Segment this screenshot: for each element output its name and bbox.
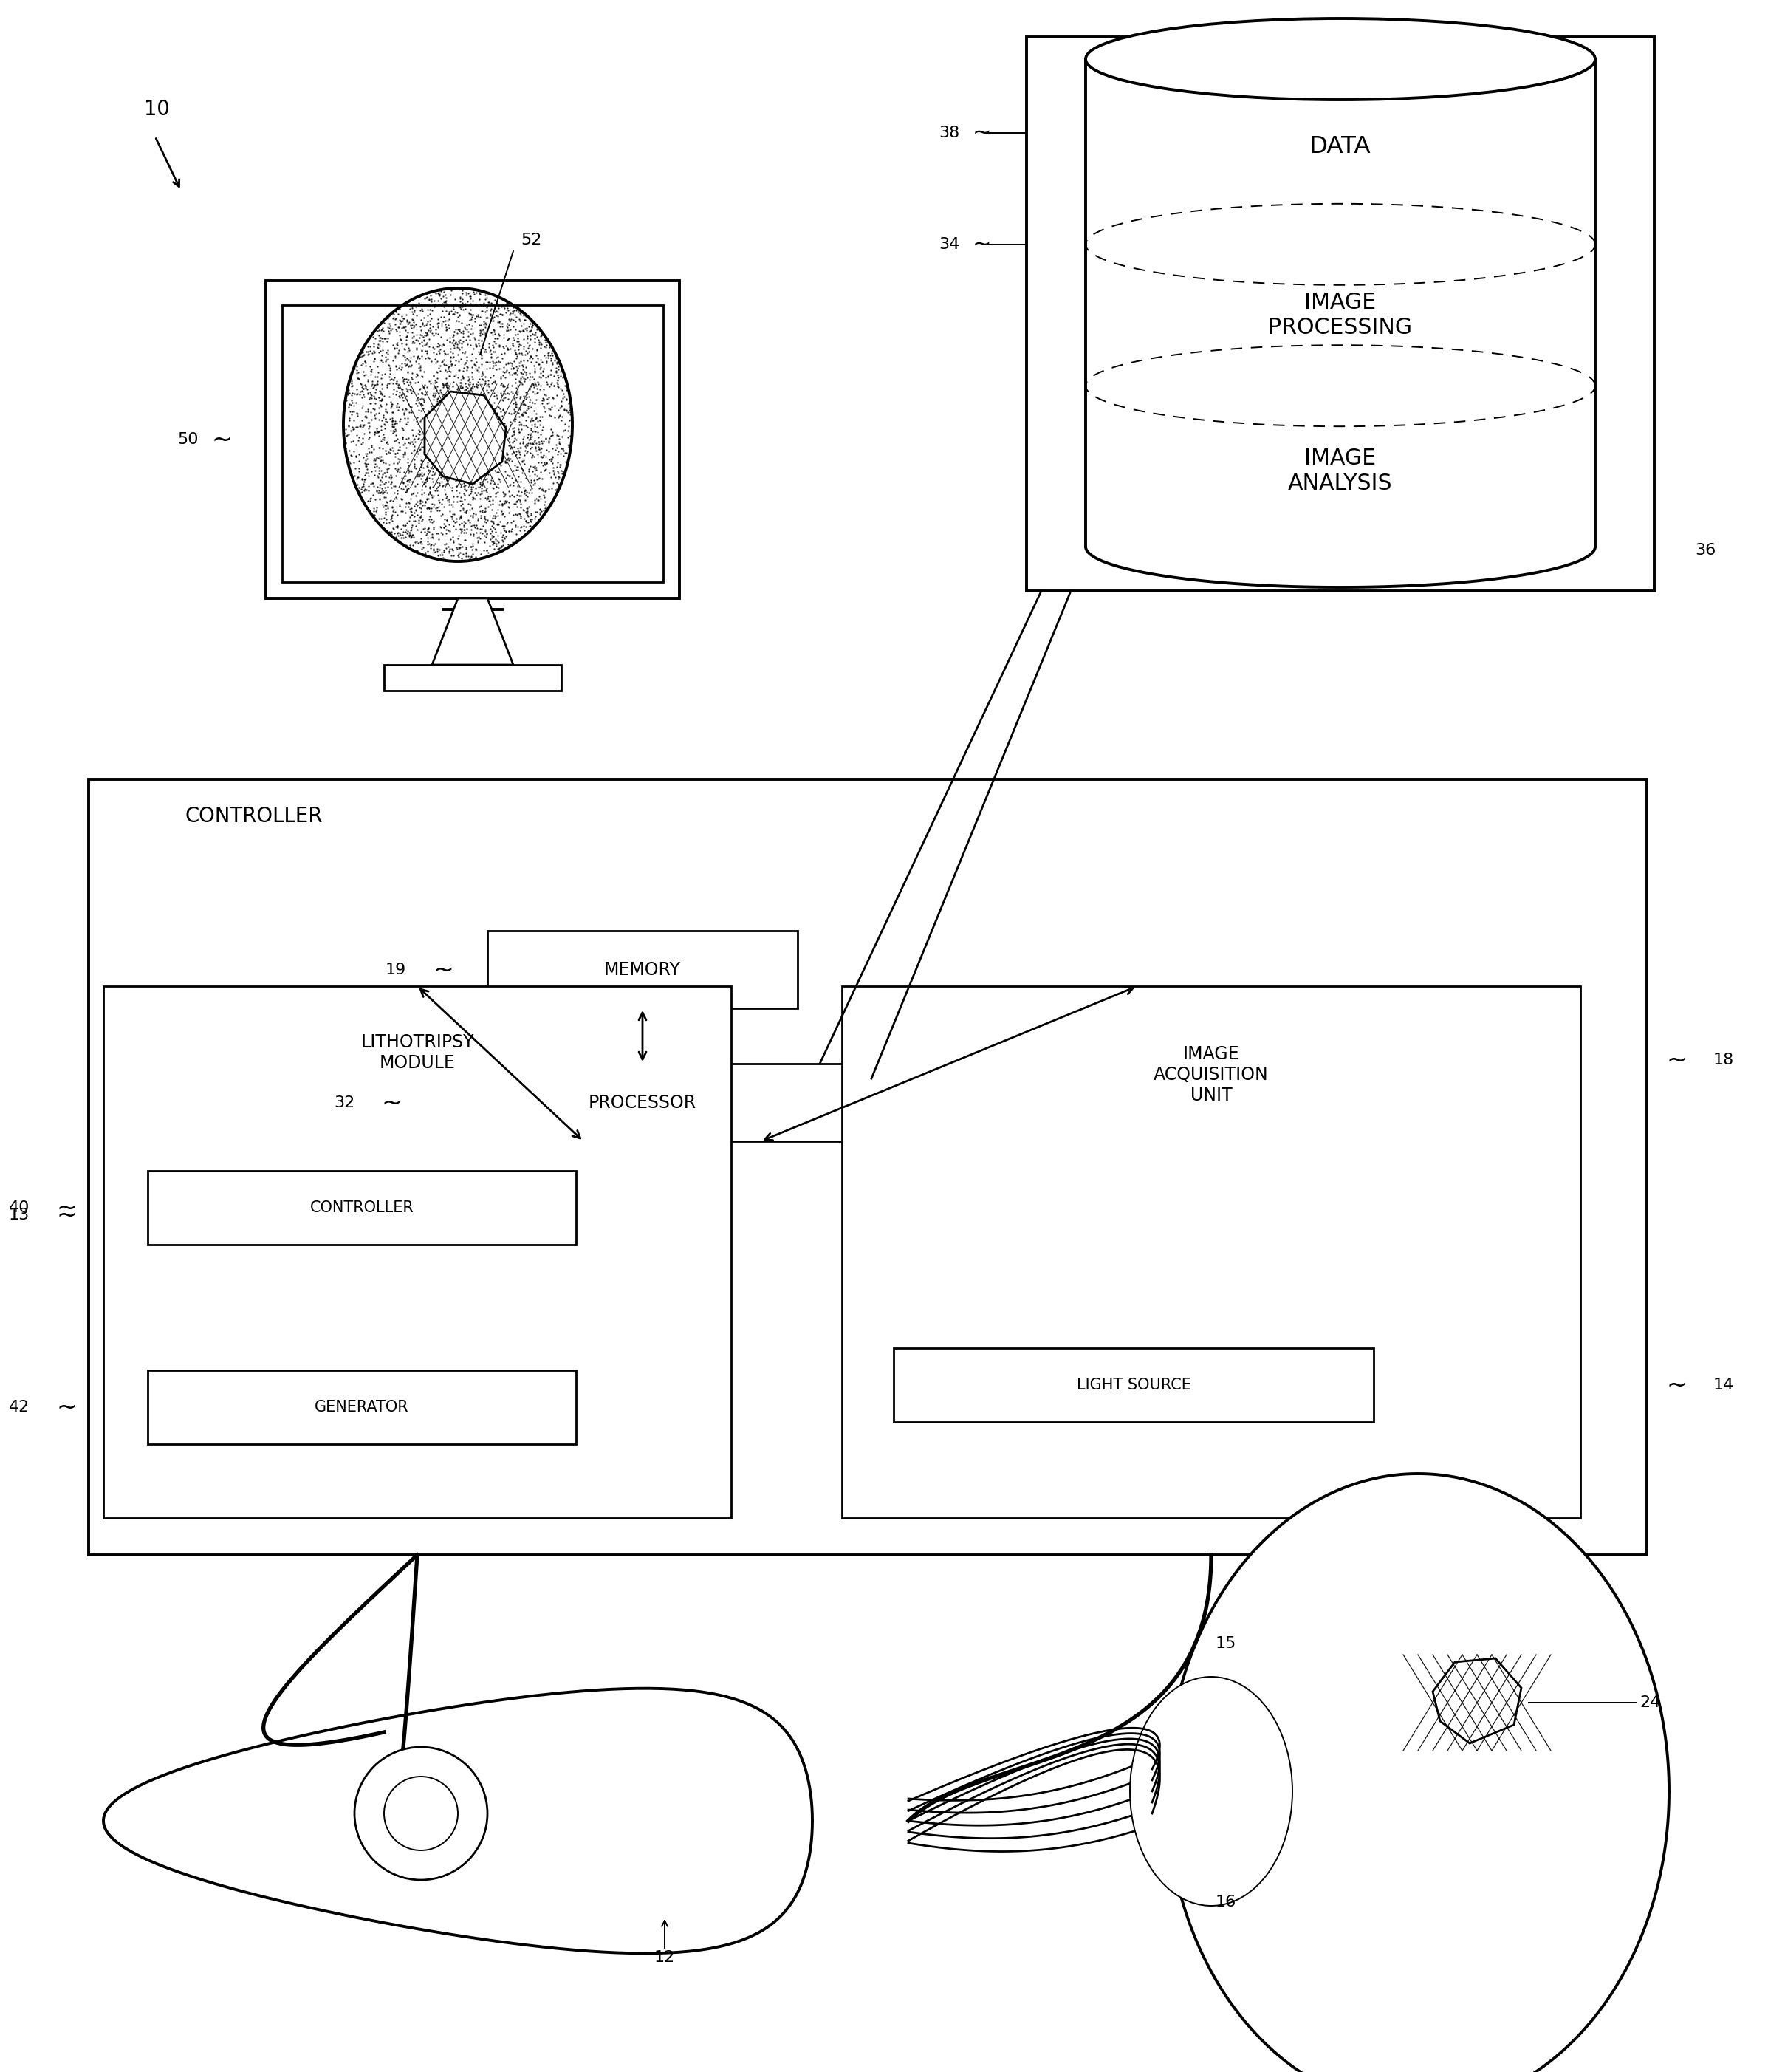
Text: ~: ~ bbox=[57, 1394, 76, 1419]
Text: MEMORY: MEMORY bbox=[605, 961, 681, 978]
Text: IMAGE
PROCESSING: IMAGE PROCESSING bbox=[1268, 292, 1413, 338]
Text: 16: 16 bbox=[1215, 1894, 1236, 1910]
Text: 40: 40 bbox=[9, 1200, 30, 1214]
Bar bbox=[149, 1171, 576, 1245]
Text: 18: 18 bbox=[1713, 1053, 1734, 1067]
Text: GENERATOR: GENERATOR bbox=[315, 1401, 408, 1415]
Text: 38: 38 bbox=[939, 126, 960, 141]
Bar bbox=[893, 1349, 1374, 1421]
Text: 24: 24 bbox=[1639, 1695, 1660, 1709]
Bar bbox=[435, 1063, 849, 1142]
Text: 32: 32 bbox=[334, 1096, 355, 1111]
Text: CONTROLLER: CONTROLLER bbox=[184, 806, 322, 827]
Polygon shape bbox=[1167, 1473, 1669, 2072]
Polygon shape bbox=[431, 599, 513, 665]
Circle shape bbox=[355, 1747, 488, 1879]
Text: LIGHT SOURCE: LIGHT SOURCE bbox=[1077, 1378, 1192, 1392]
Text: IMAGE
ACQUISITION
UNIT: IMAGE ACQUISITION UNIT bbox=[1155, 1046, 1269, 1104]
Text: DATA: DATA bbox=[1310, 135, 1372, 157]
Polygon shape bbox=[1432, 1658, 1520, 1743]
Bar bbox=[149, 1370, 576, 1444]
Text: ~: ~ bbox=[972, 122, 992, 143]
Text: ~: ~ bbox=[57, 1196, 76, 1220]
Text: PROCESSOR: PROCESSOR bbox=[589, 1094, 697, 1113]
Text: 19: 19 bbox=[385, 963, 407, 978]
Text: 14: 14 bbox=[1713, 1378, 1734, 1392]
Text: ~: ~ bbox=[433, 957, 453, 982]
Polygon shape bbox=[424, 392, 506, 485]
Text: 12: 12 bbox=[654, 1950, 675, 1964]
Bar bbox=[103, 986, 732, 1519]
Text: LITHOTRIPSY
MODULE: LITHOTRIPSY MODULE bbox=[361, 1034, 474, 1071]
Bar bbox=[384, 665, 560, 690]
Text: ~: ~ bbox=[57, 1204, 76, 1227]
Bar bbox=[842, 986, 1581, 1519]
Text: ~: ~ bbox=[382, 1090, 401, 1115]
Text: 34: 34 bbox=[939, 236, 960, 251]
Ellipse shape bbox=[1130, 1676, 1292, 1906]
Text: 15: 15 bbox=[1215, 1637, 1236, 1651]
Ellipse shape bbox=[1086, 19, 1595, 99]
Text: ~: ~ bbox=[1665, 1048, 1687, 1071]
Bar bbox=[265, 280, 679, 599]
Bar bbox=[283, 305, 663, 582]
Text: 13: 13 bbox=[9, 1208, 30, 1222]
Text: 36: 36 bbox=[1696, 543, 1715, 557]
Bar bbox=[88, 779, 1646, 1554]
Text: CONTROLLER: CONTROLLER bbox=[309, 1200, 414, 1214]
Text: 10: 10 bbox=[143, 99, 170, 120]
Text: 52: 52 bbox=[522, 232, 543, 247]
Text: ~: ~ bbox=[1665, 1374, 1687, 1397]
Bar bbox=[1027, 37, 1655, 591]
Bar bbox=[488, 930, 797, 1009]
Text: 42: 42 bbox=[9, 1401, 30, 1415]
Text: ~: ~ bbox=[972, 234, 992, 255]
Text: IMAGE
ANALYSIS: IMAGE ANALYSIS bbox=[1289, 448, 1393, 495]
Text: ~: ~ bbox=[210, 427, 232, 452]
Text: 50: 50 bbox=[179, 433, 198, 448]
Polygon shape bbox=[103, 1689, 812, 1954]
